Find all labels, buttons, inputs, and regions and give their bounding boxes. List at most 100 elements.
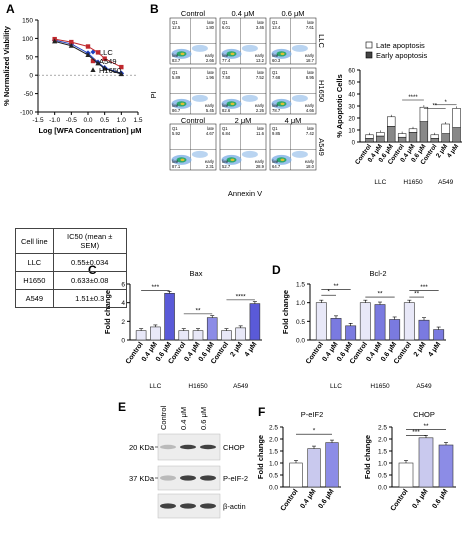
ic50-header-value: IC50 (mean ± SEM) <box>52 228 127 254</box>
bar-late <box>430 134 439 139</box>
quadrant-value: 2.31 <box>206 164 215 169</box>
y-tick-label: 2.5 <box>269 425 278 432</box>
x-tick-label: 0.4 μM <box>299 488 317 510</box>
data-point <box>85 44 91 49</box>
y-tick-label: -100 <box>20 110 33 117</box>
quadrant-label: Q1 <box>272 70 278 75</box>
viability-chart: -100 -50 0 50 100 150 -1.5 -1.0 -0.5 0.0 0.5 1.0 1.5… <box>2 18 143 136</box>
cell-cloud-peak <box>230 158 235 162</box>
bar-late <box>452 108 461 128</box>
data-point <box>69 39 74 45</box>
quadrant-label: early <box>255 159 265 164</box>
legend-swatch-late <box>365 41 373 49</box>
legend-label: Late apoptosis <box>376 41 425 50</box>
y-tick-label: 50 <box>26 54 34 61</box>
data-point <box>52 38 58 44</box>
western-blot: Control 0.4 μM 0.6 μM CHOP 20 KDa P-eIF-2 37 K… <box>129 405 248 519</box>
ic50-row-h1650-name: H1650 <box>15 271 54 290</box>
quadrant-value: 86.7 <box>172 108 181 113</box>
bar-late <box>387 116 396 127</box>
protein-band <box>180 503 196 509</box>
bar-early <box>376 135 385 143</box>
bar <box>249 303 261 341</box>
quadrant-value: 83.7 <box>172 58 181 63</box>
bar <box>403 302 415 341</box>
y-tick-label: 1.0 <box>378 461 387 468</box>
group-label: LLC <box>149 383 161 390</box>
bar-late <box>365 134 374 139</box>
chart-title: Bcl-2 <box>369 269 386 278</box>
y-tick-label: 0 <box>121 338 125 345</box>
bar-late <box>441 123 450 134</box>
quadrant-label: Q1 <box>222 20 228 25</box>
band-label: CHOP <box>223 443 245 452</box>
group-label: LLC <box>374 179 386 186</box>
y-tick-label: 2.0 <box>378 437 387 444</box>
group-label: A549 <box>233 383 249 390</box>
bar-late <box>376 132 385 137</box>
quadrant-value: 3.46 <box>256 25 265 30</box>
group-label: H1650 <box>370 383 390 390</box>
lane-label: 0.6 μM <box>199 407 208 430</box>
x-axis-label: Annexin V <box>228 189 262 198</box>
significance-marker: ** <box>423 423 429 430</box>
significance-marker: * <box>313 428 316 435</box>
bar <box>235 327 246 341</box>
bar-early <box>452 127 461 143</box>
panel-label-d: D <box>272 263 281 277</box>
data-point <box>68 42 74 48</box>
significance-marker: * <box>327 289 330 296</box>
row-label: A549 <box>317 138 326 156</box>
quadrant-value: 18.0 <box>306 164 315 169</box>
y-tick-label: 1.0 <box>296 300 305 307</box>
quadrant-value: 13.2 <box>256 58 265 63</box>
bar <box>330 318 342 341</box>
data-point <box>119 64 124 70</box>
x-tick-label: 4 μM <box>244 341 259 358</box>
panel-label-e: E <box>118 400 127 414</box>
significance-marker: *** <box>420 284 428 291</box>
y-tick-label: 50 <box>348 81 355 87</box>
protein-band <box>180 475 196 481</box>
quadrant-label: live <box>272 159 279 164</box>
significance-marker: **** <box>408 95 418 101</box>
quadrant-value: 78.7 <box>272 108 281 113</box>
data-point <box>118 71 124 77</box>
quadrant-value: 2.66 <box>206 58 215 63</box>
data-point <box>95 50 101 55</box>
bar <box>418 437 434 488</box>
row-label: H1650 <box>317 80 326 102</box>
x-tick-label: Control <box>305 341 325 365</box>
legend-marker <box>90 58 96 64</box>
quadrant-value: 64.7 <box>272 164 281 169</box>
cell-cloud <box>291 150 308 158</box>
protein-band <box>160 503 176 509</box>
quadrant-label: late <box>257 126 264 131</box>
bar <box>192 330 204 341</box>
quadrant-value: 2.26 <box>256 108 265 113</box>
protein-band <box>200 444 216 450</box>
x-axis-label: Log [WFA Concentration] μM <box>38 126 141 135</box>
column-header: 2 μM <box>235 116 252 125</box>
y-axis-label: PI <box>149 91 158 98</box>
quadrant-label: late <box>207 126 214 131</box>
cell-cloud-peak <box>180 158 185 162</box>
apoptotic-cells-chart: 0 10 20 30 40 50 60 % Apoptotic Cells Late apopt… <box>336 41 462 186</box>
bar <box>307 448 321 488</box>
quadrant-label: late <box>307 70 314 75</box>
series-line <box>54 40 122 75</box>
x-tick-label: 1.5 <box>133 117 142 124</box>
bar <box>221 330 232 341</box>
data-point <box>102 65 108 71</box>
data-point <box>85 52 91 57</box>
y-tick-label: 1.5 <box>269 449 278 456</box>
bar <box>345 325 357 341</box>
quadrant-label: live <box>272 53 279 58</box>
column-header: Control <box>181 116 206 125</box>
cell-cloud <box>191 44 208 52</box>
quadrant-label: early <box>255 53 265 58</box>
x-tick-label: 4 μM <box>427 341 442 358</box>
mw-label: 20 KDa <box>129 443 155 452</box>
